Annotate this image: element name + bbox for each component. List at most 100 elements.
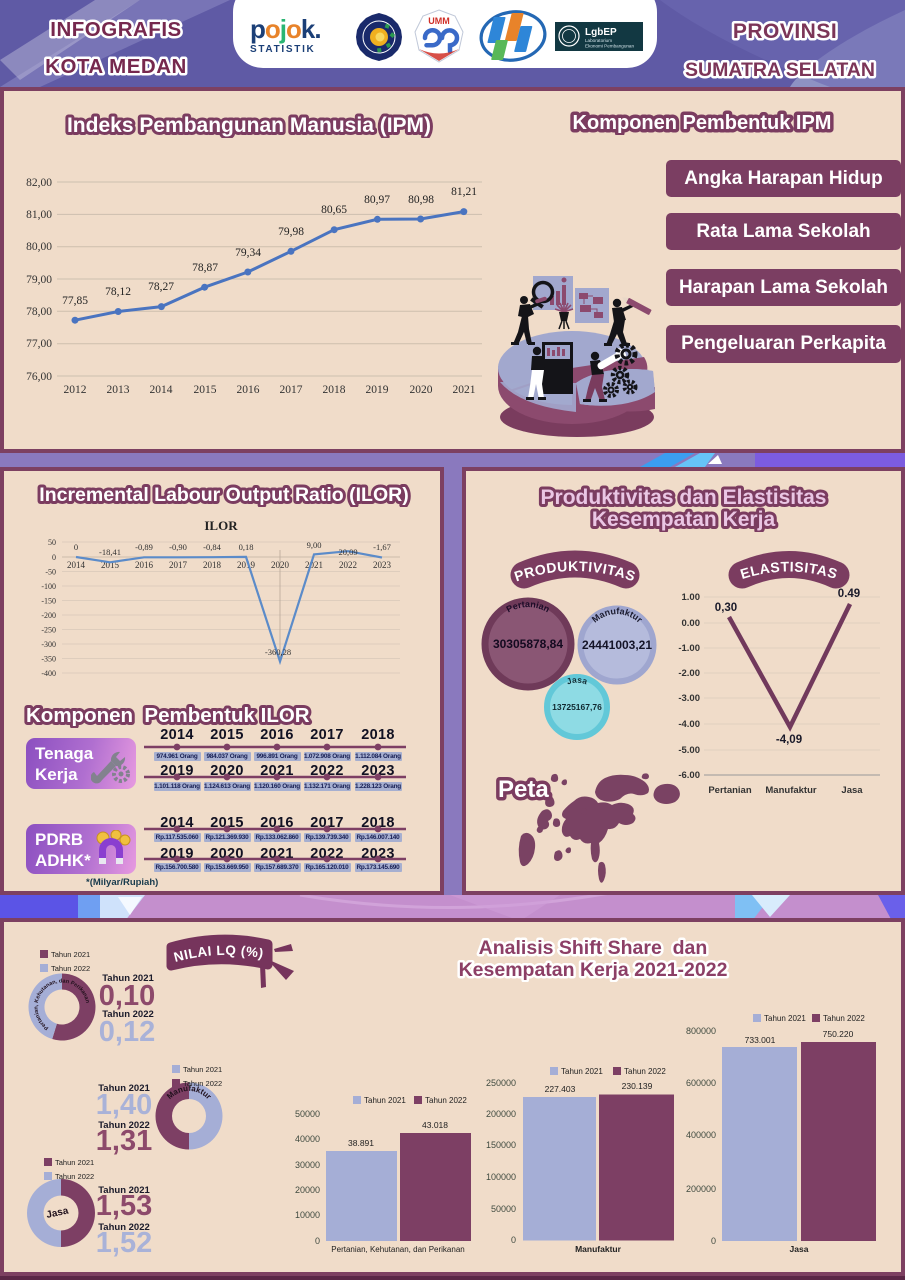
svg-text:Peta: Peta <box>498 776 549 803</box>
svg-text:0.00: 0.00 <box>682 618 701 629</box>
svg-text:Tahun 2021: Tahun 2021 <box>561 1067 603 1076</box>
svg-text:2016: 2016 <box>237 384 260 396</box>
svg-text:20,09: 20,09 <box>338 547 357 557</box>
svg-text:ELASTISITAS: ELASTISITAS <box>738 558 839 582</box>
svg-text:-2.00: -2.00 <box>678 668 700 679</box>
svg-text:750.220: 750.220 <box>823 1029 854 1039</box>
svg-text:80,98: 80,98 <box>408 194 434 206</box>
svg-text:600000: 600000 <box>686 1078 716 1088</box>
svg-text:1,53: 1,53 <box>96 1190 152 1222</box>
svg-text:227.403: 227.403 <box>545 1084 576 1094</box>
svg-text:79,34: 79,34 <box>235 247 261 259</box>
svg-text:-5.00: -5.00 <box>678 745 700 756</box>
svg-text:Ekonomi Pembangunan: Ekonomi Pembangunan <box>585 44 634 49</box>
svg-text:1,40: 1,40 <box>96 1089 152 1121</box>
svg-text:2015: 2015 <box>101 560 120 570</box>
svg-text:400000: 400000 <box>686 1130 716 1140</box>
svg-text:0.49: 0.49 <box>838 588 860 600</box>
svg-text:Tahun 2021: Tahun 2021 <box>764 1014 806 1023</box>
svg-text:Tahun 2021: Tahun 2021 <box>51 950 90 959</box>
svg-text:2020: 2020 <box>271 560 290 570</box>
svg-text:Jasa: Jasa <box>790 1244 809 1254</box>
svg-text:-250: -250 <box>41 626 56 635</box>
svg-text:-3.00: -3.00 <box>678 693 700 704</box>
svg-text:1,31: 1,31 <box>96 1125 152 1157</box>
svg-text:ILOR: ILOR <box>204 518 238 533</box>
svg-text:2021: 2021 <box>453 384 476 396</box>
svg-text:30305878,84: 30305878,84 <box>493 637 563 651</box>
svg-text:-4,09: -4,09 <box>776 734 802 746</box>
svg-text:LɡbEP: LɡbEP <box>585 27 617 38</box>
svg-text:Tahun 2022: Tahun 2022 <box>51 964 90 973</box>
svg-text:PROVINSI: PROVINSI <box>733 20 837 43</box>
svg-text:20000: 20000 <box>295 1185 320 1195</box>
svg-text:2015: 2015 <box>194 384 217 396</box>
svg-text:2022: 2022 <box>339 560 357 570</box>
svg-text:800000: 800000 <box>686 1026 716 1036</box>
svg-text:-1,67: -1,67 <box>373 542 391 552</box>
svg-text:0,12: 0,12 <box>99 1016 155 1048</box>
svg-text:Kesempatan Kerja: Kesempatan Kerja <box>592 508 776 531</box>
svg-text:80,00: 80,00 <box>26 241 52 253</box>
svg-text:Komponen Pembentuk ILOR: Komponen Pembentuk ILOR <box>26 704 310 727</box>
svg-text:-0,84: -0,84 <box>203 542 221 552</box>
svg-text:Komponen Pembentuk IPM: Komponen Pembentuk IPM <box>573 112 832 134</box>
svg-text:Tahun 2022: Tahun 2022 <box>102 1009 154 1020</box>
svg-text:250000: 250000 <box>486 1078 516 1088</box>
svg-text:Tahun 2022: Tahun 2022 <box>624 1067 666 1076</box>
svg-text:-6.00: -6.00 <box>678 770 700 781</box>
svg-text:50000: 50000 <box>295 1109 320 1119</box>
svg-text:50: 50 <box>48 538 56 547</box>
svg-text:Incremental Labour Output Rati: Incremental Labour Output Ratio (ILOR) <box>39 484 408 506</box>
svg-text:-100: -100 <box>41 582 56 591</box>
svg-text:2023: 2023 <box>373 560 392 570</box>
svg-text:79,98: 79,98 <box>278 226 304 238</box>
svg-text:Tahun 2022: Tahun 2022 <box>823 1014 865 1023</box>
svg-text:-0,90: -0,90 <box>169 542 187 552</box>
svg-text:10000: 10000 <box>295 1210 320 1220</box>
svg-text:Analisis Shift Share dan: Analisis Shift Share dan <box>479 937 708 959</box>
svg-text:2018: 2018 <box>203 560 222 570</box>
svg-text:Indeks Pembangunan Manusia (IP: Indeks Pembangunan Manusia (IPM) <box>67 114 431 137</box>
svg-text:1,52: 1,52 <box>96 1227 152 1259</box>
svg-text:9,00: 9,00 <box>307 540 322 550</box>
svg-text:0: 0 <box>74 542 78 552</box>
svg-text:78,00: 78,00 <box>26 306 52 318</box>
svg-text:81,21: 81,21 <box>451 186 477 198</box>
svg-text:78,27: 78,27 <box>148 281 174 293</box>
svg-text:24441003,21: 24441003,21 <box>582 638 652 652</box>
svg-text:Manufaktur: Manufaktur <box>575 1244 622 1254</box>
svg-text:Produktivitas dan Elastisitas: Produktivitas dan Elastisitas <box>541 486 827 509</box>
svg-text:-400: -400 <box>41 669 56 678</box>
svg-text:2013: 2013 <box>107 384 130 396</box>
svg-text:81,00: 81,00 <box>26 209 52 221</box>
svg-text:0,30: 0,30 <box>715 602 737 614</box>
svg-text:0,18: 0,18 <box>239 542 254 552</box>
svg-text:Tahun 2022: Tahun 2022 <box>425 1096 467 1105</box>
svg-text:STATISTIK: STATISTIK <box>250 44 315 55</box>
svg-text:2012: 2012 <box>64 384 87 396</box>
svg-text:-300: -300 <box>41 640 56 649</box>
svg-text:733.001: 733.001 <box>745 1035 776 1045</box>
svg-text:-350: -350 <box>41 655 56 664</box>
svg-text:2014: 2014 <box>67 560 86 570</box>
svg-text:-0,89: -0,89 <box>135 542 153 552</box>
svg-text:-150: -150 <box>41 597 56 606</box>
svg-text:1.00: 1.00 <box>682 592 701 603</box>
svg-text:Tahun 2021: Tahun 2021 <box>98 1185 150 1196</box>
svg-text:2017: 2017 <box>169 560 188 570</box>
svg-text:Tahun 2022: Tahun 2022 <box>55 1172 94 1181</box>
svg-text:-360,28: -360,28 <box>265 647 291 657</box>
svg-text:Tahun 2022: Tahun 2022 <box>98 1120 150 1131</box>
svg-text:2016: 2016 <box>135 560 154 570</box>
svg-text:77,00: 77,00 <box>26 338 52 350</box>
svg-text:2021: 2021 <box>305 560 323 570</box>
svg-text:Kesempatan Kerja 2021-2022: Kesempatan Kerja 2021-2022 <box>459 959 728 981</box>
svg-text:Tahun 2021: Tahun 2021 <box>364 1096 406 1105</box>
svg-text:80,97: 80,97 <box>364 194 390 206</box>
svg-text:Jasa: Jasa <box>841 785 863 796</box>
svg-text:2018: 2018 <box>323 384 346 396</box>
svg-text:0: 0 <box>315 1236 320 1246</box>
svg-text:43.018: 43.018 <box>422 1120 448 1130</box>
svg-text:0: 0 <box>511 1235 516 1245</box>
